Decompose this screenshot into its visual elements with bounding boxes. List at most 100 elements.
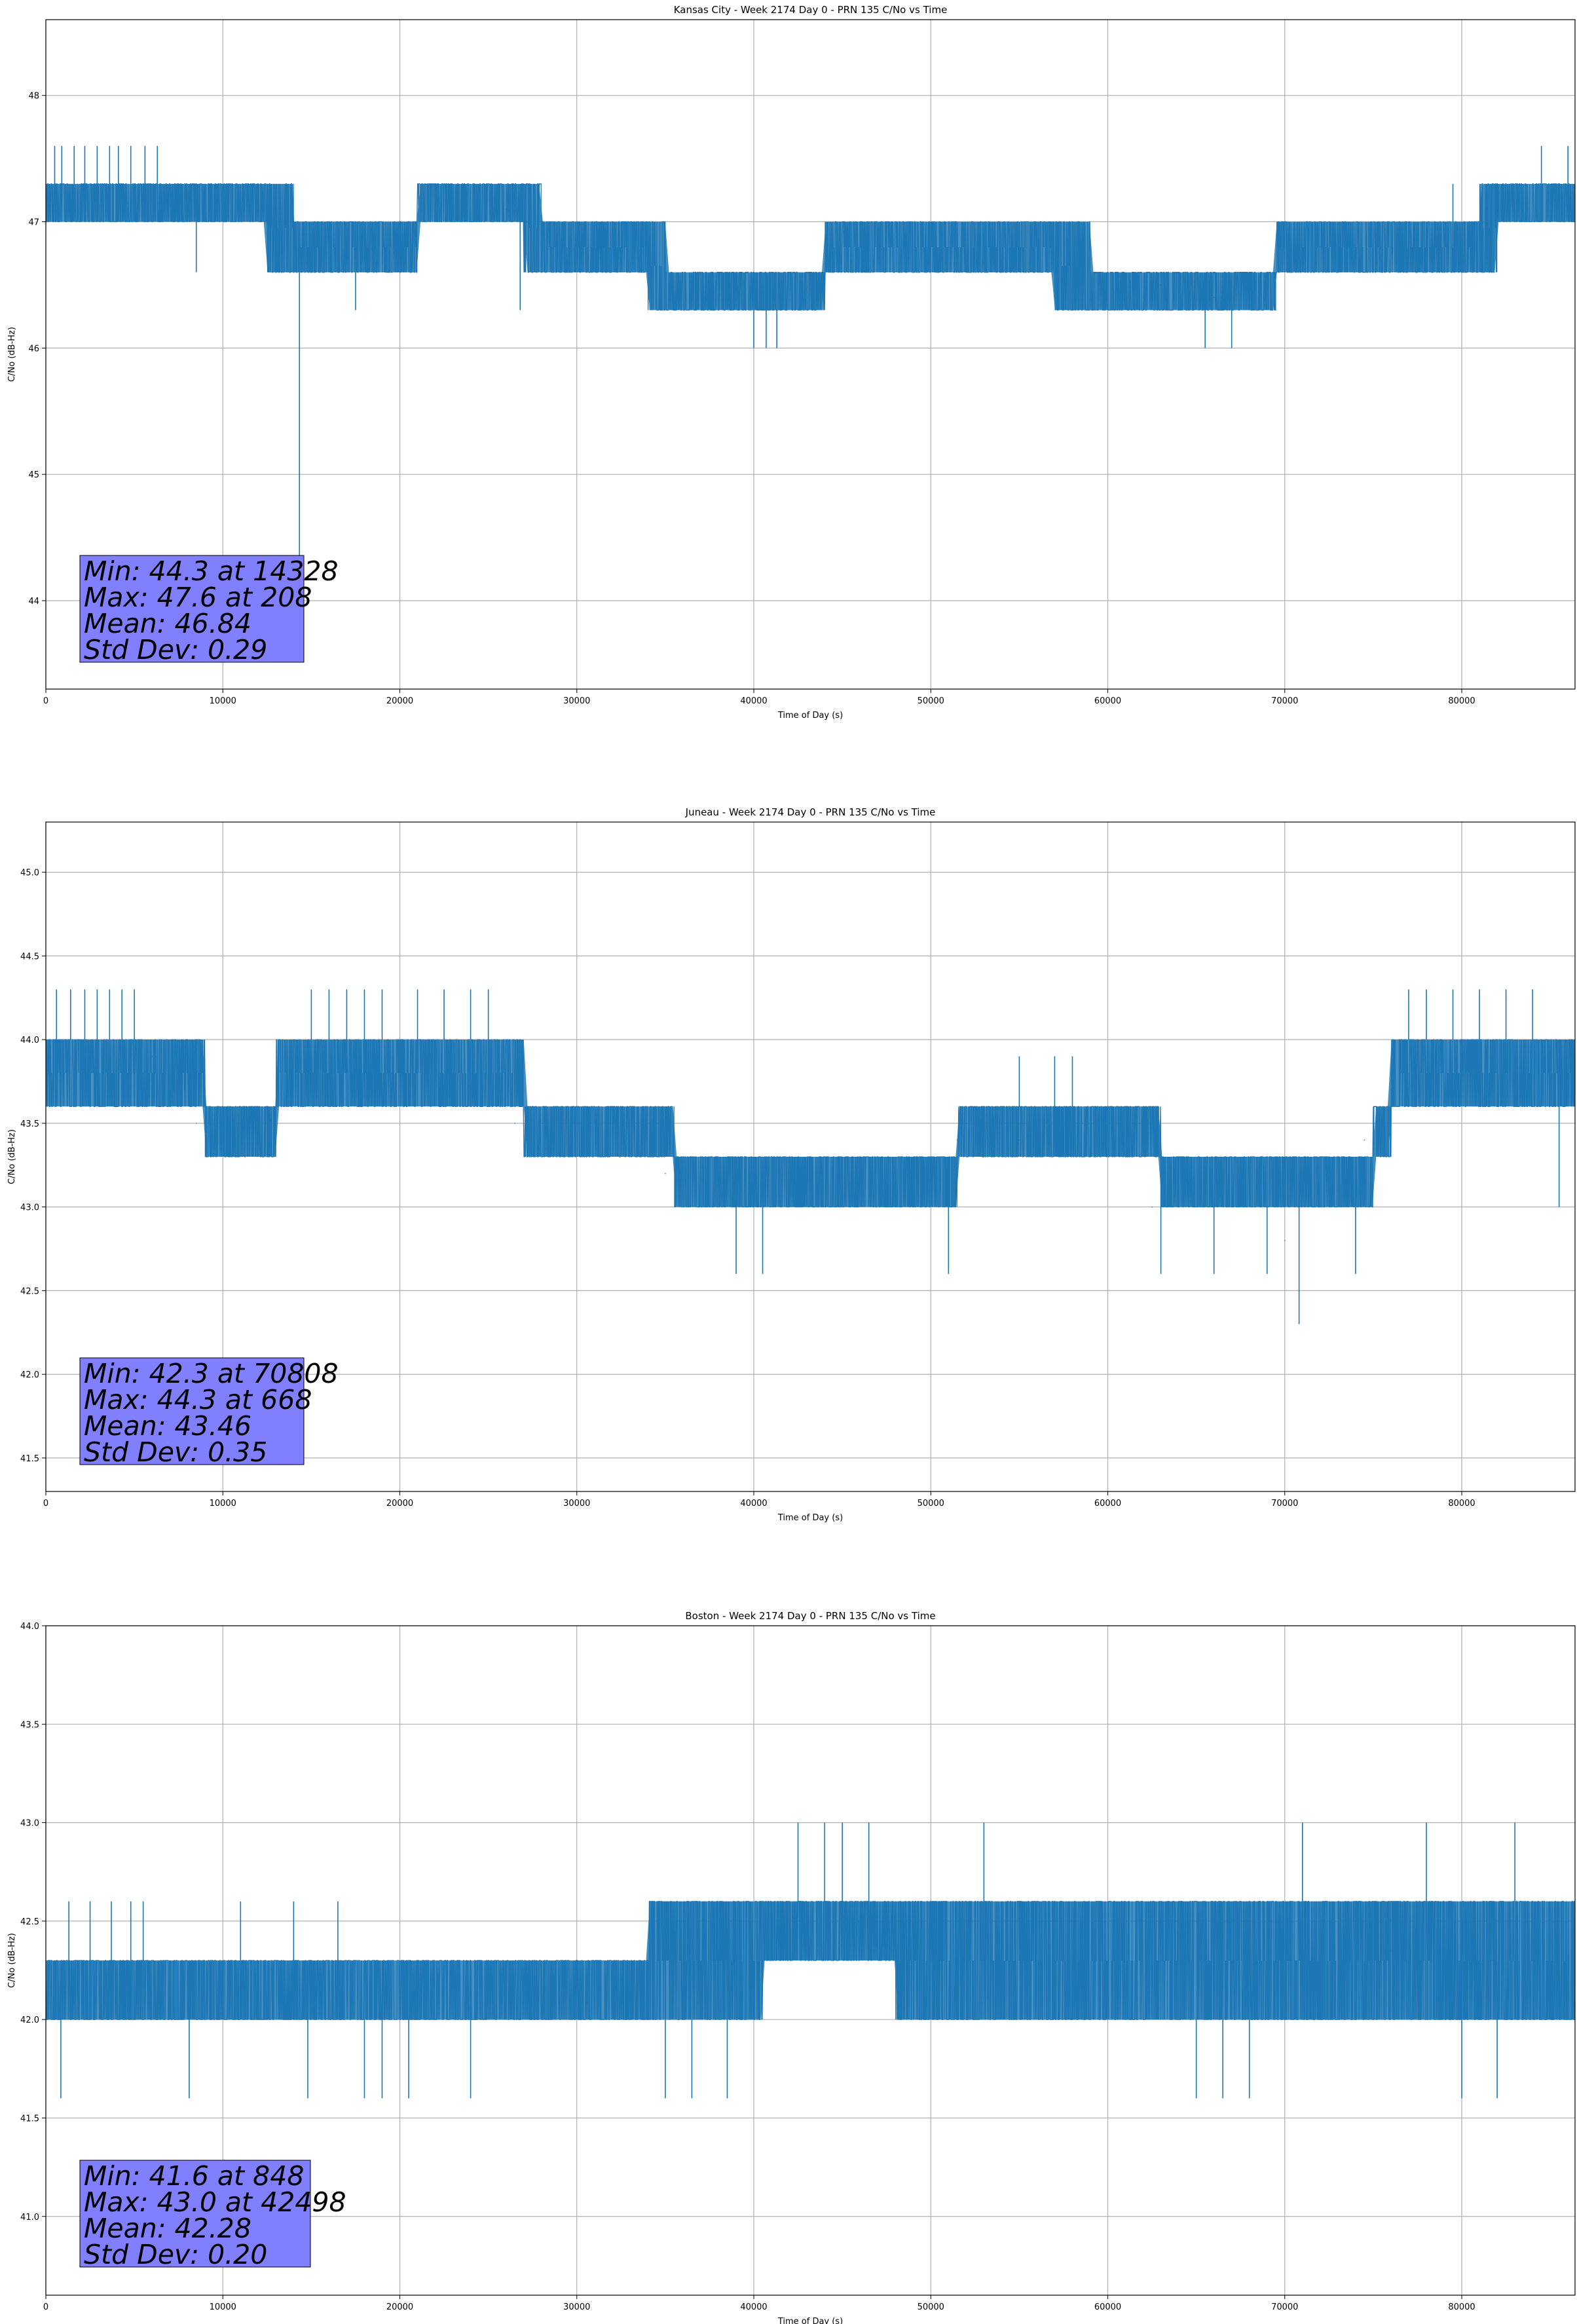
stats-line-0: Min: 44.3 at 14328	[84, 555, 339, 587]
stats-line-2: Mean: 42.28	[84, 2213, 251, 2244]
x-axis-label: Time of Day (s)	[777, 2317, 843, 2324]
axes-frame	[45, 821, 1576, 1492]
y-axis-label: C/No (dB-Hz)	[7, 1129, 17, 1184]
x-axis-label: Time of Day (s)	[777, 1513, 843, 1523]
x-tick-label: 10000	[210, 2302, 236, 2312]
stats-line-0: Min: 41.6 at 848	[84, 2160, 304, 2192]
stats-line-3: Std Dev: 0.29	[84, 634, 267, 665]
x-tick-label: 70000	[1271, 2302, 1298, 2312]
data-point	[1337, 1190, 1339, 1191]
data-point	[1532, 1106, 1533, 1108]
x-tick-label: 80000	[1448, 2302, 1475, 2312]
y-tick-label: 48	[28, 92, 39, 102]
data-point	[1248, 1950, 1250, 1951]
y-tick-label: 42.5	[20, 1917, 39, 1927]
data-point	[98, 1072, 100, 1074]
data-point	[1532, 1950, 1533, 1951]
y-tick-label: 46	[28, 344, 39, 354]
y-tick-label: 44.5	[20, 952, 39, 962]
data-point	[187, 1989, 189, 1991]
axes-frame	[45, 19, 1576, 690]
data-point	[859, 246, 861, 248]
data-point	[1054, 259, 1056, 261]
y-tick-label: 43.0	[20, 1203, 39, 1213]
data-point	[267, 1139, 268, 1141]
data-point	[788, 1190, 790, 1191]
data-point	[700, 284, 701, 286]
data-point	[957, 1139, 958, 1141]
x-tick-label: 20000	[386, 2302, 413, 2312]
y-tick-label: 43.0	[20, 1819, 39, 1829]
stats-line-3: Std Dev: 0.35	[84, 1436, 267, 1468]
y-tick-label: 45	[28, 470, 39, 480]
y-tick-label: 44	[28, 597, 39, 607]
series-band-fill	[46, 183, 1575, 310]
data-point	[1213, 297, 1215, 299]
axes-frame	[45, 1625, 1576, 2296]
data-point	[434, 208, 436, 210]
x-tick-label: 60000	[1094, 696, 1121, 706]
y-tick-label: 41.5	[20, 2114, 39, 2124]
data-point	[98, 183, 100, 185]
data-point	[160, 183, 162, 185]
data-point	[859, 1172, 861, 1174]
x-axis-label: Time of Day (s)	[777, 711, 843, 721]
data-point	[1364, 1139, 1365, 1141]
stats-line-2: Mean: 46.84	[84, 608, 251, 639]
series-group	[46, 145, 1575, 563]
data-point	[305, 234, 307, 235]
y-tick-label: 41.5	[20, 1454, 39, 1464]
data-point	[1532, 196, 1533, 197]
data-point	[1320, 246, 1321, 248]
data-point	[842, 1930, 843, 1932]
data-point	[1001, 246, 1003, 248]
data-point	[806, 271, 807, 273]
data-point	[293, 221, 295, 223]
x-tick-label: 60000	[1094, 2302, 1121, 2312]
y-tick-label: 42.5	[20, 1286, 39, 1296]
data-point	[1266, 271, 1268, 273]
data-point	[1036, 1950, 1038, 1951]
stats-line-3: Std Dev: 0.20	[84, 2239, 267, 2270]
stats-line-1: Max: 44.3 at 668	[84, 1384, 312, 1415]
x-tick-label: 0	[43, 1499, 48, 1509]
data-point	[1018, 1139, 1020, 1141]
data-point	[328, 1072, 330, 1074]
data-point	[1160, 284, 1162, 286]
x-tick-label: 40000	[740, 2302, 767, 2312]
stats-line-1: Max: 47.6 at 208	[84, 582, 312, 613]
data-point	[470, 1072, 472, 1074]
y-tick-label: 42.0	[20, 1370, 39, 1380]
data-point	[930, 246, 932, 248]
data-point	[399, 1072, 401, 1074]
y-tick-label: 42.0	[20, 2015, 39, 2025]
data-point	[328, 1989, 330, 1991]
data-point	[505, 208, 507, 210]
data-point	[965, 1940, 967, 1941]
data-point	[257, 208, 259, 210]
x-tick-label: 50000	[918, 2302, 944, 2312]
y-tick-label: 44.0	[20, 1036, 39, 1045]
chart-panel-2: 0 10000 20000 30000 40000 50000 60000 70000 8000…	[7, 1610, 1576, 2324]
x-tick-label: 40000	[740, 1499, 767, 1509]
data-point	[399, 1989, 401, 1991]
chart-panel-1: 0 10000 20000 30000 40000 50000 60000 70000 8000…	[7, 806, 1576, 1523]
data-point	[1071, 1123, 1073, 1124]
data-point	[1496, 208, 1498, 210]
series-group	[46, 989, 1575, 1324]
stats-box	[79, 1357, 305, 1465]
data-point	[1284, 1239, 1286, 1241]
data-point	[540, 221, 542, 223]
data-point	[1320, 1940, 1321, 1941]
data-point	[895, 1940, 897, 1941]
x-tick-label: 50000	[918, 1499, 944, 1509]
chart-title: Boston - Week 2174 Day 0 - PRN 135 C/No …	[685, 1610, 935, 1622]
x-tick-label: 70000	[1271, 696, 1298, 706]
data-point	[665, 1172, 666, 1174]
stats-line-0: Min: 42.3 at 70808	[84, 1358, 339, 1389]
series-group	[46, 1822, 1575, 2099]
x-tick-label: 80000	[1448, 696, 1475, 706]
stats-box	[79, 2160, 311, 2268]
data-point	[470, 1989, 472, 1991]
data-point	[1390, 1089, 1392, 1091]
